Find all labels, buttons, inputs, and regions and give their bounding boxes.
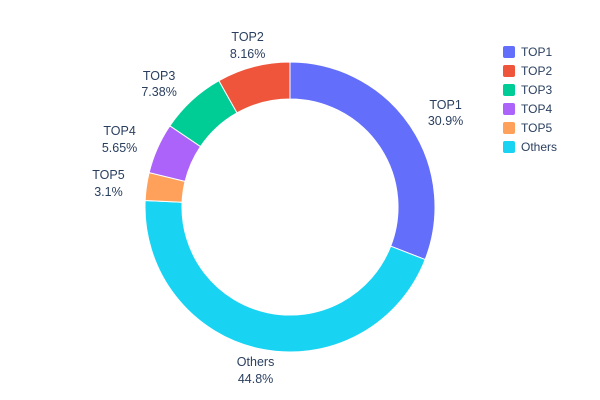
legend-item-top5[interactable]: TOP5 — [503, 118, 557, 137]
legend-swatch-others — [503, 140, 515, 153]
chart-legend: TOP1 TOP2 TOP3 TOP4 TOP5 Others — [503, 42, 557, 156]
legend-item-top2[interactable]: TOP2 — [503, 61, 557, 80]
legend-item-top4[interactable]: TOP4 — [503, 99, 557, 118]
legend-label: TOP1 — [521, 44, 553, 59]
legend-label: Others — [521, 139, 558, 154]
legend-item-others[interactable]: Others — [503, 137, 557, 156]
legend-label: TOP2 — [521, 63, 553, 78]
legend-label: TOP3 — [521, 82, 553, 97]
pie-slice-others[interactable] — [144, 200, 426, 353]
legend-swatch-top1 — [503, 45, 515, 58]
legend-label: TOP4 — [521, 101, 553, 116]
pie-slice-top1[interactable] — [289, 61, 436, 261]
pie-slice-top2[interactable] — [218, 61, 291, 114]
legend-item-top1[interactable]: TOP1 — [503, 42, 557, 61]
legend-label: TOP5 — [521, 120, 553, 135]
legend-swatch-top2 — [503, 64, 515, 77]
legend-swatch-top3 — [503, 83, 515, 96]
legend-item-top3[interactable]: TOP3 — [503, 80, 557, 99]
legend-swatch-top4 — [503, 102, 515, 115]
legend-swatch-top5 — [503, 121, 515, 134]
